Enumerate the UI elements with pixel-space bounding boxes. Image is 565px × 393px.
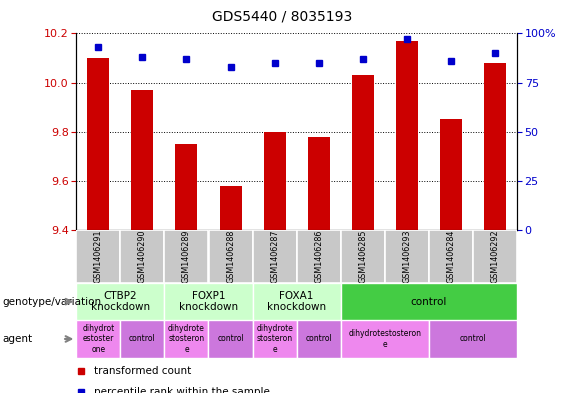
Text: GDS5440 / 8035193: GDS5440 / 8035193: [212, 10, 353, 24]
Bar: [396, 41, 418, 230]
Text: GSM1406291: GSM1406291: [94, 230, 103, 283]
Bar: [297, 320, 341, 358]
Bar: [341, 230, 385, 283]
Bar: [208, 230, 253, 283]
Bar: [253, 320, 297, 358]
Text: control: control: [217, 334, 244, 343]
Text: agent: agent: [3, 334, 33, 344]
Bar: [175, 144, 198, 230]
Bar: [440, 119, 462, 230]
Bar: [308, 137, 330, 230]
Text: FOXA1
knockdown: FOXA1 knockdown: [267, 291, 326, 312]
Bar: [164, 320, 208, 358]
Text: dihydrotestosteron
e: dihydrotestosteron e: [348, 329, 421, 349]
Text: control: control: [129, 334, 156, 343]
Text: transformed count: transformed count: [94, 366, 191, 376]
Bar: [341, 320, 429, 358]
Text: control: control: [459, 334, 486, 343]
Text: FOXP1
knockdown: FOXP1 knockdown: [179, 291, 238, 312]
Text: control: control: [305, 334, 332, 343]
Bar: [131, 90, 154, 230]
Bar: [164, 230, 208, 283]
Bar: [385, 230, 429, 283]
Text: control: control: [411, 297, 447, 307]
Text: GSM1406287: GSM1406287: [270, 230, 279, 283]
Text: GSM1406290: GSM1406290: [138, 230, 147, 283]
Text: GSM1406292: GSM1406292: [490, 230, 499, 283]
Bar: [164, 283, 253, 320]
Text: GSM1406284: GSM1406284: [446, 230, 455, 283]
Text: dihydrote
stosteron
e: dihydrote stosteron e: [168, 324, 205, 354]
Text: CTBP2
knockdown: CTBP2 knockdown: [91, 291, 150, 312]
Bar: [484, 63, 506, 230]
Bar: [220, 186, 242, 230]
Text: GSM1406286: GSM1406286: [314, 230, 323, 283]
Text: GSM1406285: GSM1406285: [358, 230, 367, 283]
Text: percentile rank within the sample: percentile rank within the sample: [94, 387, 270, 393]
Text: dihydrote
stosteron
e: dihydrote stosteron e: [256, 324, 293, 354]
Bar: [76, 230, 120, 283]
Bar: [429, 320, 517, 358]
Bar: [253, 283, 341, 320]
Bar: [76, 283, 164, 320]
Bar: [208, 320, 253, 358]
Bar: [473, 230, 517, 283]
Text: dihydrot
estoster
one: dihydrot estoster one: [82, 324, 115, 354]
Bar: [263, 132, 286, 230]
Bar: [297, 230, 341, 283]
Text: genotype/variation: genotype/variation: [3, 297, 102, 307]
Bar: [76, 320, 120, 358]
Bar: [120, 230, 164, 283]
Bar: [341, 283, 517, 320]
Bar: [429, 230, 473, 283]
Text: GSM1406293: GSM1406293: [402, 230, 411, 283]
Bar: [351, 75, 374, 230]
Bar: [87, 58, 110, 230]
Text: GSM1406289: GSM1406289: [182, 230, 191, 283]
Text: GSM1406288: GSM1406288: [226, 230, 235, 283]
Bar: [253, 230, 297, 283]
Bar: [120, 320, 164, 358]
